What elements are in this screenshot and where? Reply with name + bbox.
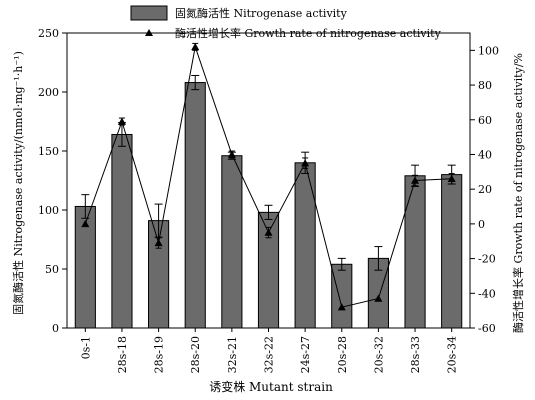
- x-tick-label-3: 28s-20: [189, 336, 202, 373]
- bar-4: [221, 155, 243, 329]
- x-tick-label-4: 32s-21: [226, 336, 239, 373]
- axes: 0 50 100 150 200 250 -60 -40 -20 0 20 40 60 80 100 0s-1…: [38, 27, 499, 373]
- x-tick-label-6: 24s-27: [299, 336, 312, 373]
- x-tick-label-8: 20s-32: [372, 336, 385, 373]
- y-tick-label-5: 250: [38, 27, 59, 40]
- bar-7: [331, 263, 353, 329]
- bar-9: [404, 175, 426, 329]
- y-axis-label: 固氮酶活性 Nitrogenase activity/(nmol·mg⁻¹·h⁻…: [11, 51, 25, 315]
- line-point-0: [81, 219, 90, 228]
- legend-bar-label: 固氮酶活性 Nitrogenase activity: [175, 6, 348, 20]
- x-tick-label-2: 28s-19: [153, 336, 166, 373]
- line-point-10: [447, 174, 456, 182]
- y-tick-label-3: 150: [38, 145, 59, 158]
- line-point-9: [411, 176, 420, 184]
- bar-10: [441, 174, 463, 329]
- line-point-3: [191, 42, 200, 51]
- y-tick-label-2: 100: [38, 204, 59, 217]
- line-point-7: [337, 303, 346, 311]
- line-point-8: [374, 294, 383, 302]
- y2-tick-label-6: 60: [478, 114, 492, 127]
- x-tick-label-10: 20s-34: [446, 336, 459, 373]
- bar-1: [111, 133, 133, 329]
- x-tick-label-5: 32s-22: [263, 336, 276, 373]
- line-point-6: [301, 159, 310, 167]
- line-point-2: [154, 238, 163, 247]
- y-tick-label-0: 0: [52, 322, 59, 335]
- bar-6: [294, 162, 316, 329]
- y2-axis-label: 酶活性增长率 Growth rate of nitrogenase activi…: [511, 53, 525, 333]
- y2-tick-label-8: 100: [478, 44, 499, 57]
- line-point-4: [227, 150, 236, 158]
- x-tick-label-0: 0s-1: [79, 336, 92, 359]
- y-tick-label-1: 50: [45, 263, 59, 276]
- line-series: [81, 42, 456, 311]
- y2-tick-label-5: 40: [478, 148, 492, 161]
- bar-3: [184, 82, 206, 329]
- y2-tick-label-7: 80: [478, 79, 492, 92]
- legend-bar-swatch: [130, 5, 168, 21]
- x-axis-label: 诱变株 Mutant strain: [209, 379, 333, 394]
- x-tick-label-9: 28s-33: [409, 336, 422, 373]
- line-point-5: [264, 228, 273, 236]
- y2-tick-label-2: -20: [478, 253, 496, 266]
- y2-tick-label-3: 0: [478, 218, 485, 231]
- y2-tick-label-1: -40: [478, 287, 496, 300]
- x-tick-label-7: 20s-28: [336, 336, 349, 373]
- line-point-1: [117, 117, 126, 125]
- y-tick-label-4: 200: [38, 86, 59, 99]
- x-tick-label-1: 28s-18: [116, 336, 129, 373]
- y2-tick-label-0: -60: [478, 322, 496, 335]
- y2-tick-label-4: 20: [478, 183, 492, 196]
